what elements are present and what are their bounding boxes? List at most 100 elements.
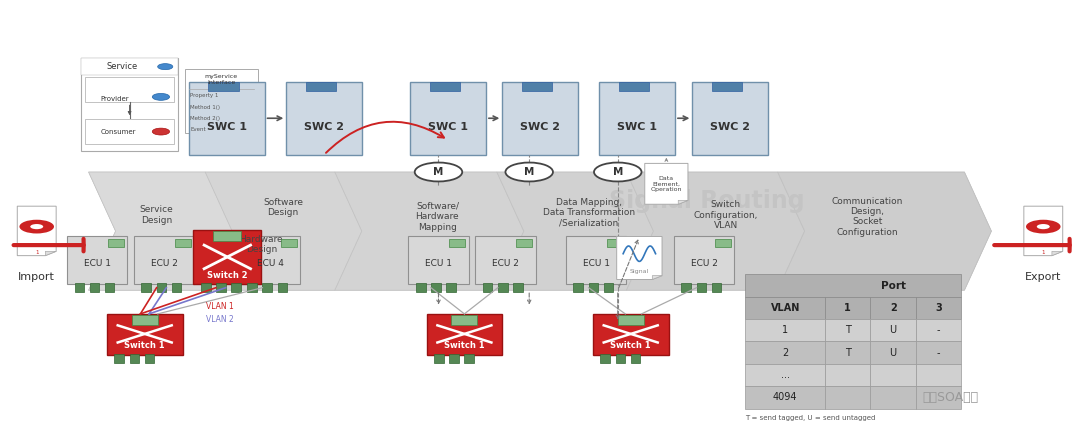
Bar [189,82,265,155]
Bar [130,354,139,363]
Bar [916,341,961,364]
Bar [745,297,825,319]
Bar [483,283,492,292]
Text: 3: 3 [935,303,942,313]
Text: Service
Design: Service Design [139,205,174,225]
Text: SWC 1: SWC 1 [206,122,247,132]
Text: VLAN 1: VLAN 1 [206,302,234,310]
Bar [697,283,706,292]
Bar [231,283,241,292]
Text: 4094: 4094 [773,392,797,402]
Circle shape [152,93,170,100]
Text: U: U [890,347,896,358]
Bar [451,315,477,325]
Circle shape [1037,224,1050,229]
Text: VLAN: VLAN [770,303,800,313]
Bar [745,319,825,341]
Bar [674,237,734,284]
Text: -: - [936,325,941,335]
Bar [745,364,825,386]
Text: Consumer: Consumer [100,129,136,135]
Text: Switch 2: Switch 2 [207,271,247,280]
Bar [172,283,181,292]
Bar [247,283,257,292]
Text: ECU 1: ECU 1 [583,259,610,268]
Bar [75,283,84,292]
Text: M: M [612,167,623,177]
Bar [81,58,178,150]
Text: Switch 1: Switch 1 [444,341,485,350]
Text: 2: 2 [782,347,788,358]
FancyArrowPatch shape [326,122,444,153]
Text: 1: 1 [845,303,851,313]
Bar [85,119,174,144]
Bar [134,237,194,284]
Bar [175,239,191,247]
Polygon shape [617,237,662,280]
Text: M: M [433,167,444,177]
Text: Import: Import [18,272,55,282]
Text: 1: 1 [782,325,788,335]
Bar [589,283,598,292]
Bar [870,386,916,408]
Text: 车载SOA开发: 车载SOA开发 [922,391,978,404]
Bar [916,319,961,341]
Bar [475,237,536,284]
Text: ECU 2: ECU 2 [691,259,717,268]
Bar [132,315,158,325]
Text: Signal: Signal [630,269,649,274]
Bar [599,82,675,155]
Bar [193,230,261,284]
Bar [262,283,272,292]
Text: Method 2(): Method 2() [190,116,220,121]
Bar [870,341,916,364]
Bar [286,82,362,155]
Text: SWC 2: SWC 2 [303,122,345,132]
Bar [431,283,441,292]
Bar [681,283,691,292]
Circle shape [505,163,553,181]
Bar [825,319,870,341]
Bar [306,82,336,91]
Bar [745,386,825,408]
Text: M: M [524,167,535,177]
Bar [90,283,99,292]
Bar [67,237,127,284]
Text: Export: Export [1025,272,1062,282]
Bar [141,283,151,292]
Text: Event: Event [190,127,205,132]
Bar [522,82,552,91]
Text: Software/
Hardware
Mapping: Software/ Hardware Mapping [416,202,459,232]
Polygon shape [652,276,662,280]
Bar [157,283,166,292]
Bar [619,82,649,91]
Circle shape [158,64,173,70]
Circle shape [1026,220,1061,233]
Bar [825,386,870,408]
Bar [213,231,241,241]
Bar [108,239,124,247]
Bar [825,297,870,319]
Bar [201,283,211,292]
Bar [278,283,287,292]
Bar [916,386,961,408]
Bar [185,69,258,133]
Text: SWC 1: SWC 1 [428,122,469,132]
Bar [408,237,469,284]
Text: SWC 2: SWC 2 [519,122,561,132]
Bar [712,82,742,91]
Bar [825,341,870,364]
Bar [870,297,916,319]
Bar [631,354,640,363]
Polygon shape [205,172,362,290]
Text: Service: Service [106,62,137,71]
Bar [208,82,239,91]
Bar [916,297,961,319]
Bar [145,354,154,363]
Polygon shape [678,200,688,204]
Text: Data Mapping,
Data Transformation
/Serialization: Data Mapping, Data Transformation /Seria… [542,198,635,228]
Bar [513,283,523,292]
Polygon shape [645,163,688,204]
Text: ECU 2: ECU 2 [151,259,177,268]
Text: myService
Interface: myService Interface [205,74,238,85]
